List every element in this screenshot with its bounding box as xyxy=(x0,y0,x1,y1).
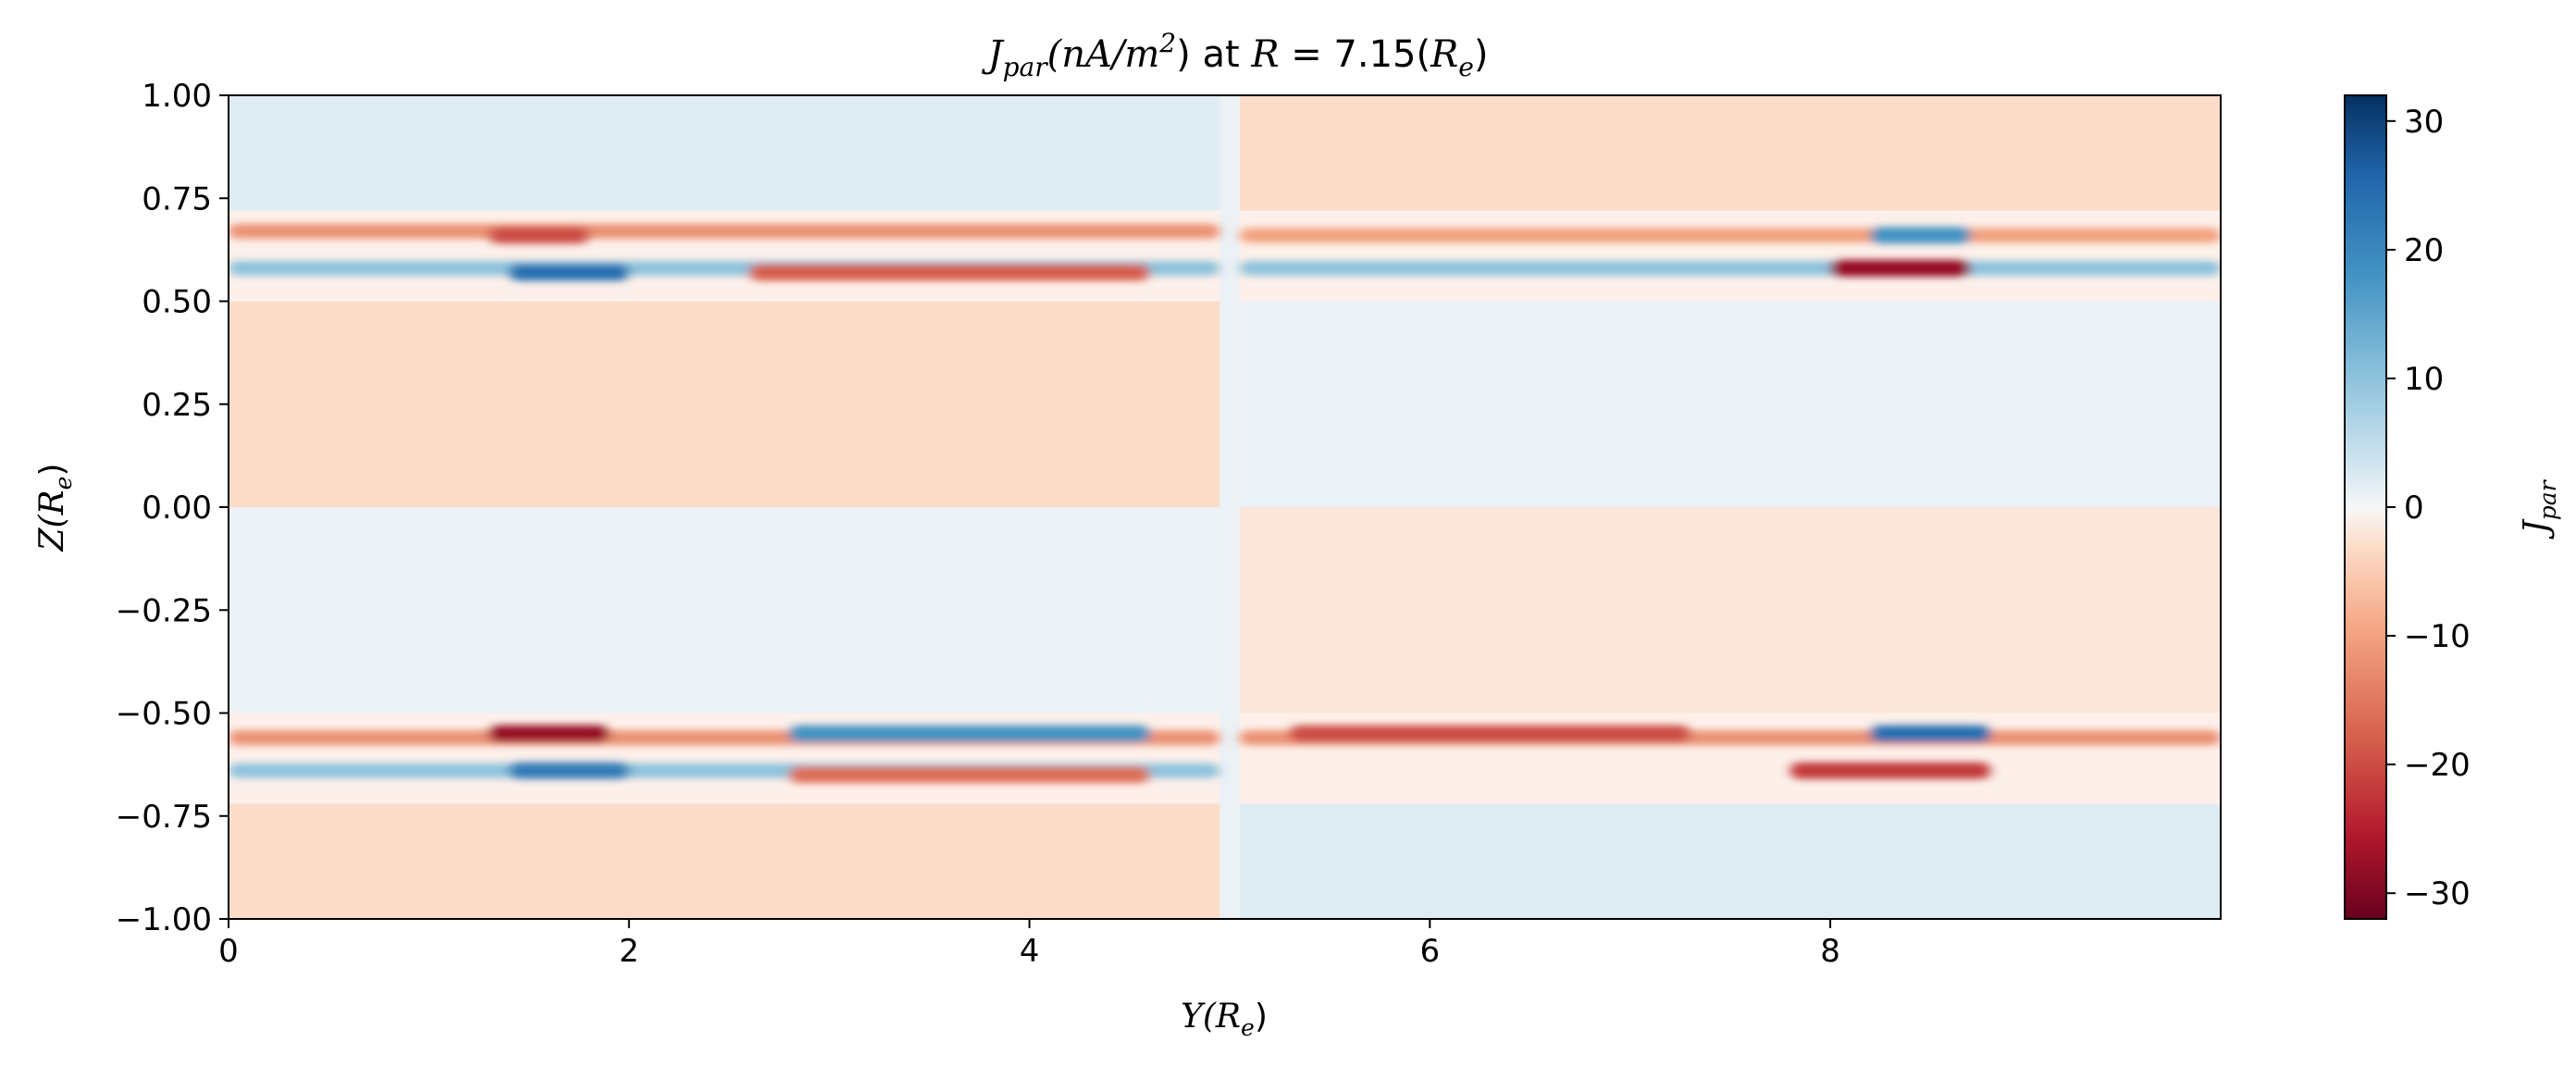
field-feature xyxy=(1830,259,1971,277)
field-feature xyxy=(489,227,589,244)
x-tick-label: 6 xyxy=(1419,933,1440,970)
field-band xyxy=(1239,803,2221,919)
field-feature xyxy=(1239,228,2221,243)
y-tick-label: 0.25 xyxy=(142,387,212,424)
ylabel-main: Z( xyxy=(33,514,71,552)
heatmap-field xyxy=(229,95,2221,919)
colorbar-tick-label: 20 xyxy=(2404,232,2444,269)
cbar-label-main: J xyxy=(2518,518,2556,540)
title-middle: at xyxy=(1191,33,1252,76)
cbar-label-sub: par xyxy=(2534,478,2561,520)
field-band xyxy=(229,95,1220,211)
x-axis-ticks: 0 2 4 6 8 xyxy=(218,919,1840,970)
field-feature xyxy=(1870,725,1991,742)
title-r-re: R xyxy=(1430,33,1458,76)
field-band xyxy=(1239,301,2221,507)
x-tick-label: 2 xyxy=(619,933,639,970)
field-feature xyxy=(749,264,1150,281)
field-feature xyxy=(788,725,1150,742)
field-features xyxy=(229,223,2221,784)
field-feature xyxy=(1870,227,1971,244)
title-unit-sup: 2 xyxy=(1158,28,1176,58)
field-band xyxy=(1239,95,2221,211)
field-feature xyxy=(229,223,1220,239)
field-band xyxy=(229,301,1220,507)
ylabel-re: R xyxy=(33,490,71,515)
chart-title: Jpar(nA/m2) at R = 7.15(Re) xyxy=(982,28,1489,82)
field-feature xyxy=(788,766,1150,784)
title-unit-end: ) xyxy=(1176,33,1191,76)
colorbar-ticks: 30 20 10 0 −10 −20 −30 xyxy=(2386,104,2471,912)
y-tick-label: 0.00 xyxy=(142,490,212,527)
field-feature xyxy=(1790,762,1991,779)
field-band xyxy=(1239,507,2221,713)
xlabel-main: Y( xyxy=(1181,998,1217,1036)
field-band xyxy=(229,507,1220,713)
field-band xyxy=(229,803,1220,919)
title-r-end: ) xyxy=(1474,33,1489,76)
y-tick-label: −0.75 xyxy=(116,799,212,836)
y-tick-label: 0.75 xyxy=(142,180,212,217)
x-axis-label: Y(Re) xyxy=(1181,998,1268,1041)
xlabel-end: ) xyxy=(1255,998,1268,1036)
colorbar-tick-label: −10 xyxy=(2404,618,2471,655)
y-axis-ticks: 1.00 0.75 0.50 0.25 0.00 −0.25 −0.50 −0.75 −1.00 xyxy=(116,78,229,938)
title-symbol: J xyxy=(982,33,1005,76)
colorbar-tick-label: 30 xyxy=(2404,104,2444,141)
y-tick-label: −0.25 xyxy=(116,592,212,629)
field-bands xyxy=(229,95,2221,919)
title-unit: (nA/m xyxy=(1047,33,1160,76)
colorbar xyxy=(2344,94,2387,920)
x-tick-label: 0 xyxy=(218,933,239,970)
field-band xyxy=(1220,95,1240,919)
field-feature xyxy=(489,725,610,742)
y-axis-label: Z(Re) xyxy=(33,463,77,552)
y-tick-label: 0.50 xyxy=(142,284,212,321)
title-r-re-sub: e xyxy=(1458,52,1474,82)
field-feature xyxy=(508,762,629,779)
ylabel-sub: e xyxy=(50,477,77,490)
colorbar-tick-label: 0 xyxy=(2404,490,2424,527)
title-symbol-sub: par xyxy=(1003,52,1049,82)
title-r-eq: = 7.15( xyxy=(1279,33,1430,76)
field-feature xyxy=(508,264,629,281)
field-feature xyxy=(1289,725,1690,742)
title-r-symbol: R xyxy=(1250,33,1279,76)
x-tick-label: 4 xyxy=(1020,933,1040,970)
colorbar-label: Jpar xyxy=(2518,478,2561,540)
xlabel-re: R xyxy=(1215,998,1241,1036)
y-tick-label: 1.00 xyxy=(142,78,212,115)
field-feature xyxy=(1239,260,2221,276)
y-tick-label: −1.00 xyxy=(116,901,212,938)
colorbar-tick-label: −20 xyxy=(2404,747,2471,784)
xlabel-sub: e xyxy=(1241,1014,1255,1041)
ylabel-end: ) xyxy=(33,463,71,476)
colorbar-tick-label: 10 xyxy=(2404,361,2444,398)
x-tick-label: 8 xyxy=(1820,933,1840,970)
colorbar-tick-label: −30 xyxy=(2404,875,2471,912)
y-tick-label: −0.50 xyxy=(116,696,212,733)
